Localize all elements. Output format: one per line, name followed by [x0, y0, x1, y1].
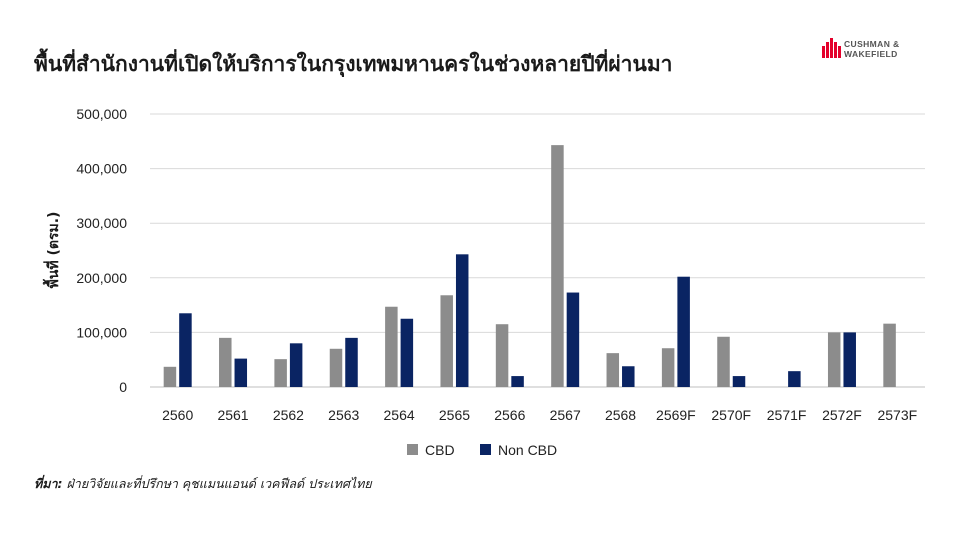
- bar-non-cbd-2569F: [677, 276, 690, 387]
- bar-non-cbd-2571F: [788, 371, 801, 387]
- y-tick-label: 500,000: [76, 106, 127, 122]
- bar-cbd-2561: [219, 337, 232, 387]
- logo-line-2: WAKEFIELD: [844, 49, 898, 59]
- bar-cbd-2565: [440, 295, 453, 387]
- bar-cbd-2563: [329, 348, 343, 387]
- y-axis-label: พื้นที่ (ตรม.): [42, 212, 62, 289]
- bar-cbd-2570F: [717, 336, 730, 387]
- bar-non-cbd-2561: [234, 358, 248, 387]
- bar-cbd-2573F: [883, 323, 896, 387]
- y-tick-label: 0: [119, 379, 127, 395]
- x-tick-label: 2564: [384, 407, 415, 423]
- source-label: ที่มา:: [34, 476, 63, 491]
- x-tick-label: 2571F: [767, 407, 807, 423]
- x-tick-label: 2572F: [822, 407, 862, 423]
- bar-non-cbd-2572F: [843, 332, 856, 387]
- x-tick-label: 2567: [550, 407, 581, 423]
- legend-swatch-non-cbd: [480, 444, 491, 455]
- logo-text: CUSHMAN & WAKEFIELD: [844, 39, 900, 59]
- gridlines: [150, 113, 925, 388]
- legend-swatch-cbd: [407, 444, 418, 455]
- bar-cbd-2566: [495, 324, 509, 387]
- bar-non-cbd-2560: [179, 313, 192, 387]
- y-axis: 0 100,000 200,000 300,000 400,000 500,000: [76, 106, 127, 395]
- y-tick-label: 200,000: [76, 270, 127, 286]
- bar-cbd-2572F: [827, 332, 841, 387]
- bars: [163, 145, 896, 387]
- x-tick-label: 2566: [494, 407, 525, 423]
- company-logo: CUSHMAN & WAKEFIELD: [822, 38, 932, 60]
- bar-non-cbd-2565: [455, 254, 469, 387]
- bar-cbd-2569F: [661, 348, 675, 387]
- bar-non-cbd-2567: [566, 292, 580, 387]
- x-tick-label: 2561: [217, 407, 248, 423]
- chart-title: พื้นที่สำนักงานที่เปิดให้บริการในกรุงเทพ…: [34, 52, 673, 76]
- logo-bars-icon: [822, 38, 841, 58]
- x-tick-label: 2568: [605, 407, 636, 423]
- bar-cbd-2567: [551, 145, 564, 387]
- bar-non-cbd-2563: [345, 337, 358, 387]
- source-note: ที่มา: ฝ่ายวิจัยและที่ปรึกษา คุชแมนแอนด์…: [34, 474, 372, 494]
- bar-cbd-2560: [163, 366, 177, 387]
- bar-cbd-2562: [274, 359, 287, 387]
- x-tick-label: 2570F: [711, 407, 751, 423]
- legend-label-non-cbd: Non CBD: [498, 442, 557, 458]
- x-tick-label: 2563: [328, 407, 359, 423]
- y-tick-label: 400,000: [76, 161, 127, 177]
- bar-non-cbd-2570F: [732, 376, 746, 387]
- bar-non-cbd-2566: [511, 376, 524, 387]
- bar-non-cbd-2568: [622, 366, 635, 387]
- bar-non-cbd-2564: [400, 318, 414, 387]
- legend: CBD Non CBD: [407, 442, 557, 458]
- x-tick-label: 2562: [273, 407, 304, 423]
- x-tick-label: 2573F: [877, 407, 917, 423]
- legend-label-cbd: CBD: [425, 442, 455, 458]
- bar-non-cbd-2562: [289, 343, 303, 387]
- x-axis: 2560 2561 2562 2563 2564 2565 2566 2567 2568 2569…: [162, 407, 917, 423]
- x-tick-label: 2560: [162, 407, 193, 423]
- logo-line-1: CUSHMAN &: [844, 39, 900, 49]
- bar-cbd-2564: [385, 306, 398, 387]
- source-text: ฝ่ายวิจัยและที่ปรึกษา คุชแมนแอนด์ เวคฟีล…: [62, 476, 372, 491]
- y-tick-label: 100,000: [76, 324, 127, 340]
- x-tick-label: 2569F: [656, 407, 696, 423]
- bar-cbd-2568: [606, 353, 620, 387]
- x-tick-label: 2565: [439, 407, 470, 423]
- y-tick-label: 300,000: [76, 215, 127, 231]
